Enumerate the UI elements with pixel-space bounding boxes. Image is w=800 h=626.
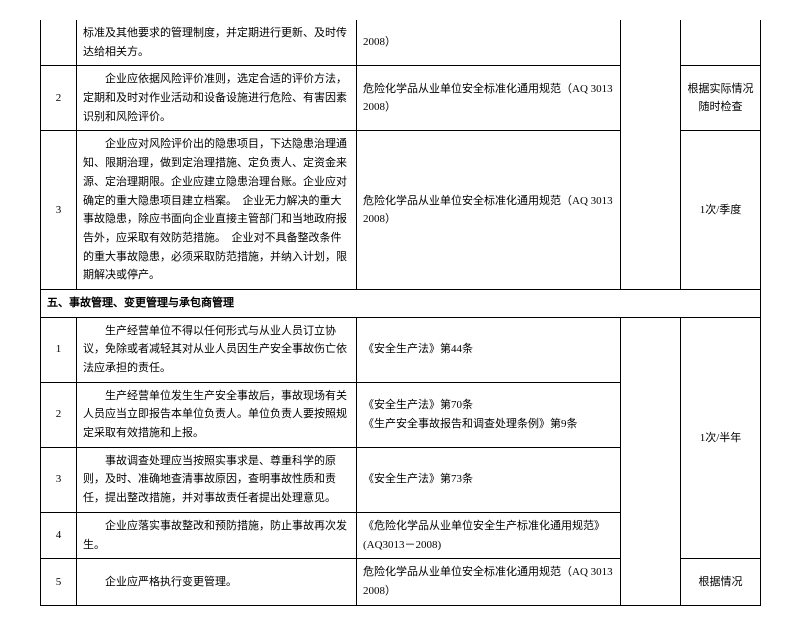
row-blank: [621, 317, 681, 605]
section-header: 五、事故管理、变更管理与承包商管理: [41, 289, 761, 317]
row-num: 2: [41, 66, 77, 131]
row-num: 1: [41, 317, 77, 382]
row-desc: 标准及其他要求的管理制度，并定期进行更新、及时传达给相关方。: [77, 20, 357, 66]
regulation-table: 标准及其他要求的管理制度，并定期进行更新、及时传达给相关方。 2008） 2 企…: [40, 20, 761, 606]
row-num: 3: [41, 131, 77, 290]
row-freq-merged: 1次/半年: [681, 317, 761, 559]
row-desc: 生产经营单位发生生产安全事故后，事故现场有关人员应当立即报告本单位负责人。单位负…: [77, 382, 357, 447]
row-ref: 2008）: [357, 20, 621, 66]
row-ref: 危险化学品从业单位安全标准化通用规范（AQ 3013 2008）: [357, 66, 621, 131]
document-table-wrapper: 标准及其他要求的管理制度，并定期进行更新、及时传达给相关方。 2008） 2 企…: [40, 20, 760, 606]
row-num: 3: [41, 447, 77, 512]
row-desc: 企业应对风险评价出的隐患项目，下达隐患治理通知、限期治理，做到定治理措施、定负责…: [77, 131, 357, 290]
row-num: 4: [41, 512, 77, 558]
table-row: 标准及其他要求的管理制度，并定期进行更新、及时传达给相关方。 2008）: [41, 20, 761, 66]
row-blank: [621, 20, 681, 289]
row-num: 2: [41, 382, 77, 447]
row-freq: [681, 20, 761, 66]
row-desc: 企业应依据风险评价准则，选定合适的评价方法，定期和及时对作业活动和设备设施进行危…: [77, 66, 357, 131]
row-desc: 生产经营单位不得以任何形式与从业人员订立协议，免除或者减轻其对从业人员因生产安全…: [77, 317, 357, 382]
row-freq: 根据实际情况随时检查: [681, 66, 761, 131]
row-freq: 1次/季度: [681, 131, 761, 290]
row-ref: 危险化学品从业单位安全标准化通用规范（AQ 3013 2008）: [357, 131, 621, 290]
row-desc: 事故调查处理应当按照实事求是、尊重科学的原则，及时、准确地查清事故原因，查明事故…: [77, 447, 357, 512]
row-ref: 《危险化学品从业单位安全生产标准化通用规范》(AQ3013－2008): [357, 512, 621, 558]
row-ref: 《安全生产法》第44条: [357, 317, 621, 382]
table-row: 1 生产经营单位不得以任何形式与从业人员订立协议，免除或者减轻其对从业人员因生产…: [41, 317, 761, 382]
row-ref: 《安全生产法》第70条 《生产安全事故报告和调查处理条例》第9条: [357, 382, 621, 447]
section-header-row: 五、事故管理、变更管理与承包商管理: [41, 289, 761, 317]
row-ref: 《安全生产法》第73条: [357, 447, 621, 512]
row-desc: 企业应落实事故整改和预防措施，防止事故再次发生。: [77, 512, 357, 558]
row-num: [41, 20, 77, 66]
